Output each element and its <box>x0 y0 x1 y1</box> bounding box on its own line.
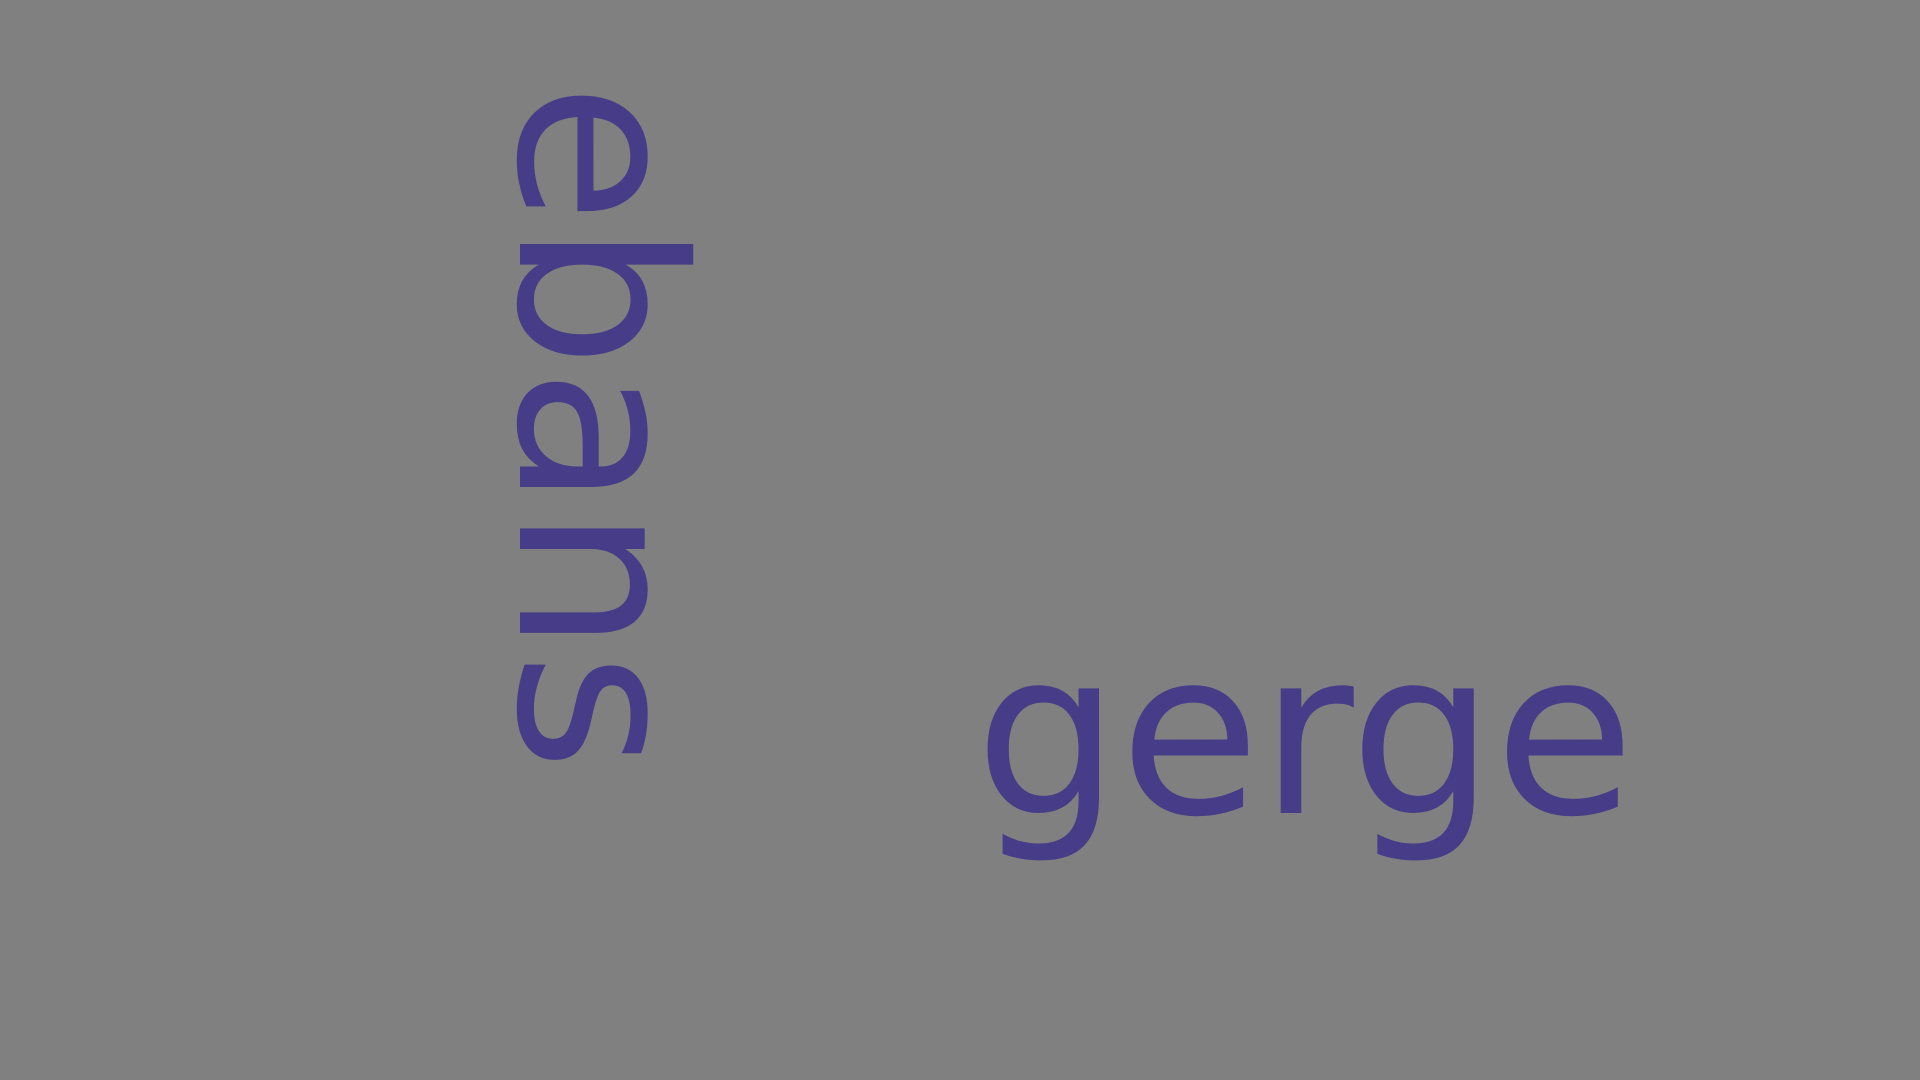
vertical-word: ebans <box>466 83 732 772</box>
horizontal-word: gerge <box>975 601 1635 867</box>
